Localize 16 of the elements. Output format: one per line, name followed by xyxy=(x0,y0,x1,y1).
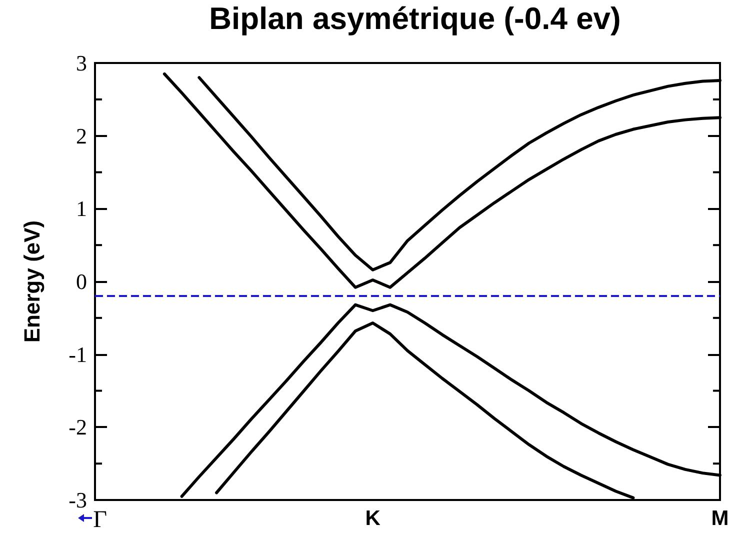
y-tick-label: 3 xyxy=(76,50,87,76)
y-axis-title: Energy (eV) xyxy=(20,220,44,343)
line-series xyxy=(180,303,722,498)
y-tick-label: 0 xyxy=(76,269,87,294)
y-tick-label: -2 xyxy=(68,414,87,440)
line-series xyxy=(215,322,635,500)
x-tick-label: Γ xyxy=(93,507,108,533)
chart-title: Biplan asymétrique (-0.4 ev) xyxy=(209,1,621,36)
line-series xyxy=(198,76,722,272)
x-tick-label: K xyxy=(365,507,380,530)
y-tick-label: 1 xyxy=(76,196,87,222)
y-tick-label: -3 xyxy=(68,488,87,512)
y-tick-label: -1 xyxy=(68,342,87,367)
y-tick-label: 2 xyxy=(76,123,87,148)
line-series xyxy=(162,72,722,289)
x-tick-label: M xyxy=(711,507,729,530)
